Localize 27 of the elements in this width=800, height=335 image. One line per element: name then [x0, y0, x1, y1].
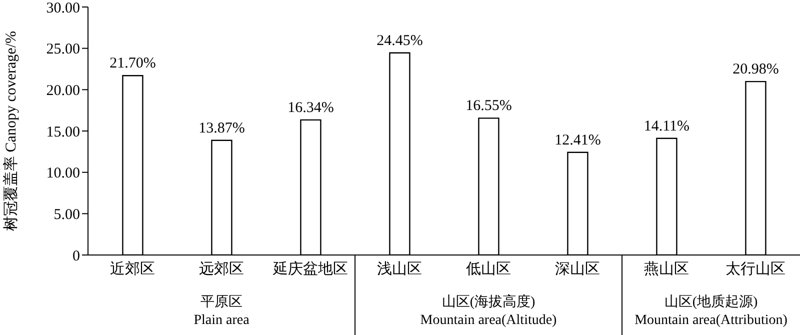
- data-label: 16.55%: [466, 98, 512, 114]
- text: 平原区 Plain area: [194, 295, 250, 328]
- x-tick-label: 低山区: [466, 260, 511, 278]
- data-label: 24.45%: [376, 32, 423, 49]
- x-tick-label: 深山区: [555, 260, 600, 278]
- y-tick-label: 25.00: [46, 42, 80, 58]
- y-tick-label: 30.00: [46, 0, 80, 16]
- data-label: 20.98%: [732, 62, 779, 78]
- y-tick-label: 10.00: [46, 166, 80, 182]
- x-tick-label: 延庆盆地区: [272, 260, 348, 278]
- x-tick-label: 近郊区: [110, 260, 155, 278]
- x-tick-label: 太行山区: [726, 260, 786, 278]
- text: 山区(地质起源) Mountain area(Attribution): [634, 294, 788, 328]
- data-label: 12.41%: [554, 132, 601, 148]
- data-label: 14.11%: [644, 118, 690, 134]
- data-label: 13.87%: [198, 120, 245, 136]
- x-tick-label: 燕山区: [644, 260, 689, 278]
- y-axis-title: 树冠覆盖率 Canopy coverage/%: [2, 31, 20, 231]
- x-tick-label: 远郊区: [199, 260, 244, 278]
- x-tick-label: 浅山区: [377, 260, 422, 278]
- y-tick-label: 0: [72, 248, 80, 264]
- data-label: 16.34%: [288, 100, 334, 116]
- y-tick-label: 5.00: [54, 206, 80, 223]
- text: 山区(海拔高度) Mountain area(Altitude): [420, 294, 558, 328]
- y-tick-label: 15.00: [46, 124, 80, 140]
- y-tick-label: 20.00: [46, 82, 80, 99]
- data-label: 21.70%: [110, 56, 156, 72]
